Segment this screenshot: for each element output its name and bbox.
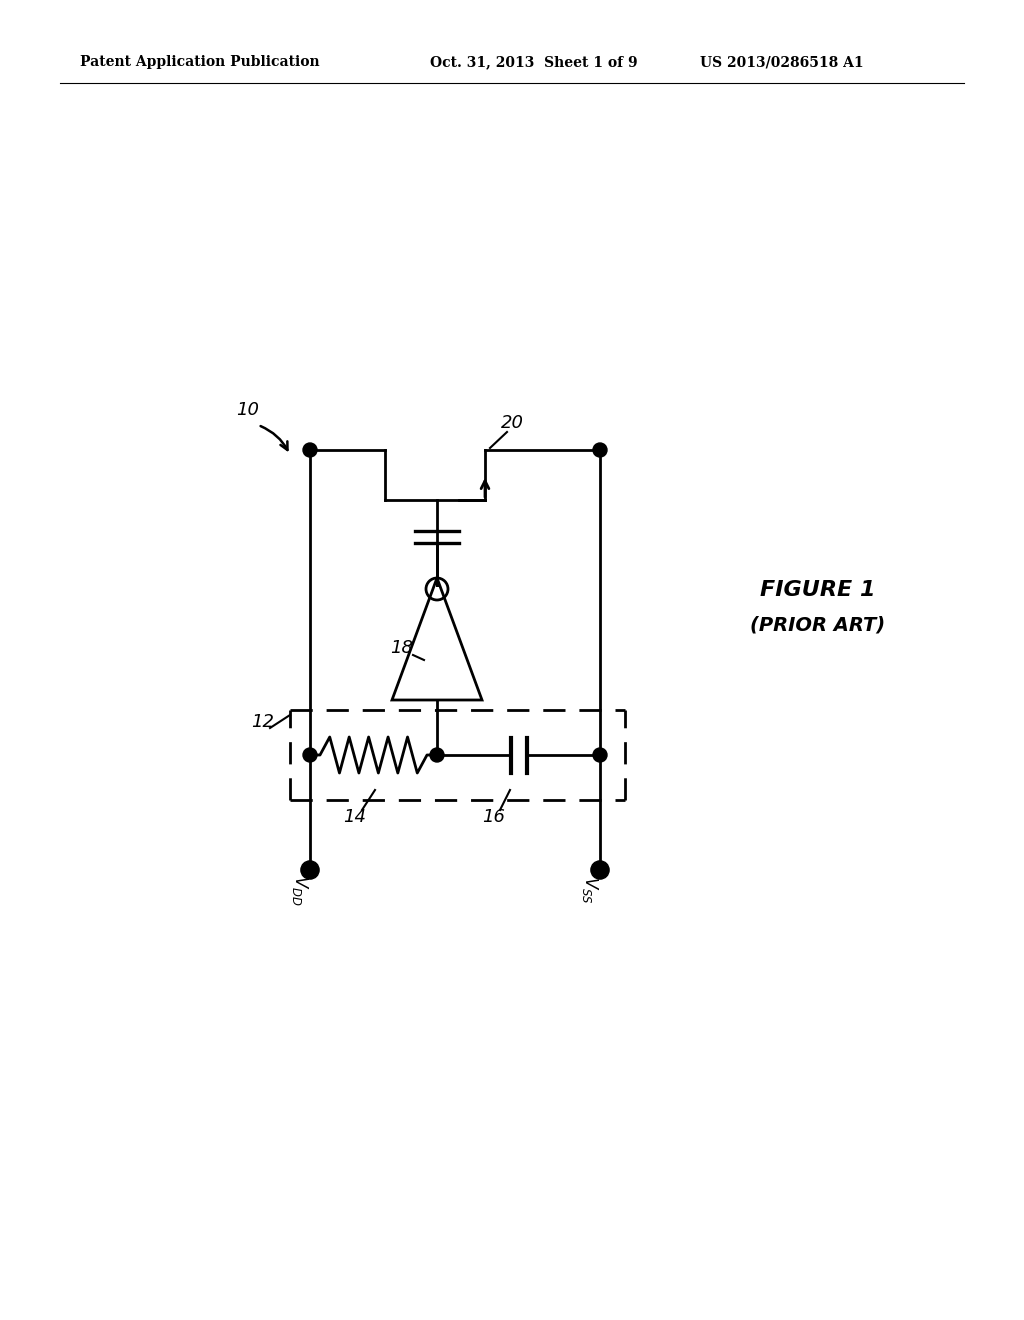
Text: US 2013/0286518 A1: US 2013/0286518 A1 — [700, 55, 863, 69]
Circle shape — [430, 748, 444, 762]
Circle shape — [303, 444, 317, 457]
Text: 16: 16 — [482, 808, 506, 826]
Text: $V_{SS}$: $V_{SS}$ — [580, 876, 600, 904]
Text: Oct. 31, 2013  Sheet 1 of 9: Oct. 31, 2013 Sheet 1 of 9 — [430, 55, 638, 69]
Text: 14: 14 — [343, 808, 367, 826]
Text: $V_{DD}$: $V_{DD}$ — [290, 875, 310, 906]
Circle shape — [303, 748, 317, 762]
Circle shape — [593, 748, 607, 762]
Text: 10: 10 — [237, 401, 259, 418]
Circle shape — [301, 861, 319, 879]
Text: FIGURE 1: FIGURE 1 — [760, 579, 876, 601]
Text: 12: 12 — [252, 713, 274, 731]
Text: (PRIOR ART): (PRIOR ART) — [750, 615, 885, 635]
Text: 20: 20 — [501, 414, 523, 432]
Circle shape — [593, 444, 607, 457]
Circle shape — [591, 861, 609, 879]
Text: Patent Application Publication: Patent Application Publication — [80, 55, 319, 69]
Text: 18: 18 — [390, 639, 414, 657]
